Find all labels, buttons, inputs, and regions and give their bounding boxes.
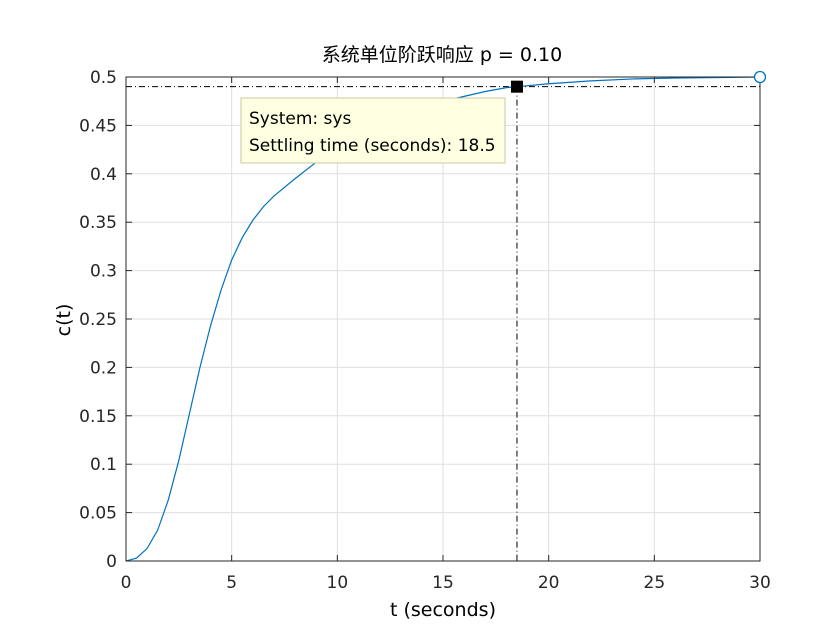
markers-layer: [510, 70, 767, 93]
final-value-marker: [753, 70, 767, 84]
y-tick-label: 0.45: [79, 116, 117, 136]
y-tick-label: 0.3: [90, 262, 117, 282]
x-tick-label: 30: [749, 573, 771, 593]
chart-title: 系统单位阶跃响应 p = 0.10: [322, 44, 562, 66]
y-tick-label: 0.05: [79, 504, 117, 524]
x-tick-label: 5: [226, 573, 237, 593]
settling-time-datatip[interactable]: System: sys Settling time (seconds): 18.…: [240, 97, 506, 164]
y-tick-label: 0.5: [90, 68, 117, 88]
x-tick-label: 15: [432, 573, 454, 593]
y-axis-label: c(t): [53, 304, 75, 337]
y-tick-label: 0.25: [79, 310, 117, 330]
x-axis-label: t (seconds): [390, 599, 496, 621]
settling-time-marker: [510, 80, 523, 93]
x-tick-label: 10: [327, 573, 349, 593]
y-tick-label: 0.15: [79, 407, 117, 427]
datatip-settling-text: Settling time (seconds): 18.5: [249, 136, 496, 156]
y-tick-label: 0.1: [90, 455, 117, 475]
y-tick-label: 0: [106, 552, 117, 572]
y-tick-label: 0.35: [79, 213, 117, 233]
x-tick-label: 20: [538, 573, 560, 593]
axis-ticks: 0 5 10 15 20 25 30 0 0.05 0.1 0.15 0.2 0.25 0.3 0.35 0.…: [79, 68, 771, 593]
datatip-system-text: System: sys: [249, 109, 351, 129]
x-tick-label: 25: [644, 573, 666, 593]
y-tick-label: 0.2: [90, 358, 117, 378]
x-tick-label: 0: [121, 573, 132, 593]
y-tick-label: 0.4: [90, 165, 117, 185]
datatip-box: [240, 97, 506, 164]
grid-lines: [126, 77, 760, 561]
